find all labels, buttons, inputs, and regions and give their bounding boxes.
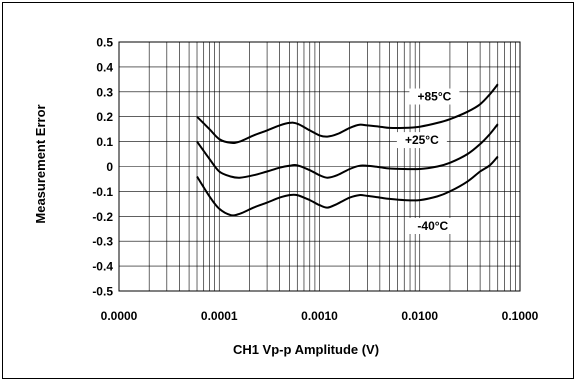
x-axis-label: CH1 Vp-p Amplitude (V) bbox=[233, 342, 379, 357]
y-tick-label: 0 bbox=[106, 160, 113, 174]
y-tick-label: 0.4 bbox=[96, 60, 113, 74]
series-line-0 bbox=[196, 83, 499, 144]
y-tick-label: -0.5 bbox=[92, 285, 113, 299]
series-label: +85°C bbox=[417, 90, 451, 104]
y-tick-label: -0.2 bbox=[92, 210, 113, 224]
series-layer bbox=[196, 83, 499, 217]
y-tick-label: 0.1 bbox=[96, 135, 113, 149]
series-label: +25°C bbox=[405, 133, 439, 147]
y-tick-label: 0.5 bbox=[96, 36, 113, 50]
y-tick-label: -0.1 bbox=[92, 185, 113, 199]
series-line-1 bbox=[196, 123, 499, 179]
x-tick-label: 0.1000 bbox=[502, 309, 539, 323]
plot-border bbox=[118, 41, 521, 292]
y-tick-label: 0.2 bbox=[96, 110, 113, 124]
series-labels: +85°C +25°C -40°C bbox=[396, 88, 460, 234]
x-tick-label: 0.0001 bbox=[201, 309, 238, 323]
x-tick-label: 0.0010 bbox=[301, 309, 338, 323]
series-label: -40°C bbox=[417, 219, 448, 233]
chart: +85°C +25°C -40°C -0.5 -0.4 -0.3 -0.2 -0.1 0 0.1… bbox=[33, 36, 539, 358]
grid bbox=[118, 41, 520, 292]
x-tick-label: 0.0000 bbox=[101, 309, 138, 323]
chart-frame: +85°C +25°C -40°C -0.5 -0.4 -0.3 -0.2 -0.1 0 0.1… bbox=[2, 2, 574, 379]
y-axis-label: Measurement Error bbox=[33, 104, 48, 223]
y-tick-labels: -0.5 -0.4 -0.3 -0.2 -0.1 0 0.1 0.2 0.3 0.4 0.5 bbox=[92, 36, 113, 299]
series-label-bg bbox=[396, 132, 447, 149]
series-label-bg bbox=[409, 88, 460, 105]
y-tick-label: 0.3 bbox=[96, 85, 113, 99]
series-line-2 bbox=[196, 155, 499, 217]
x-tick-labels: 0.0000 0.0001 0.0010 0.0100 0.1000 bbox=[101, 309, 539, 323]
series-label-bg bbox=[407, 217, 458, 234]
y-tick-label: -0.3 bbox=[92, 235, 113, 249]
y-tick-label: -0.4 bbox=[92, 260, 113, 274]
x-tick-label: 0.0100 bbox=[401, 309, 438, 323]
